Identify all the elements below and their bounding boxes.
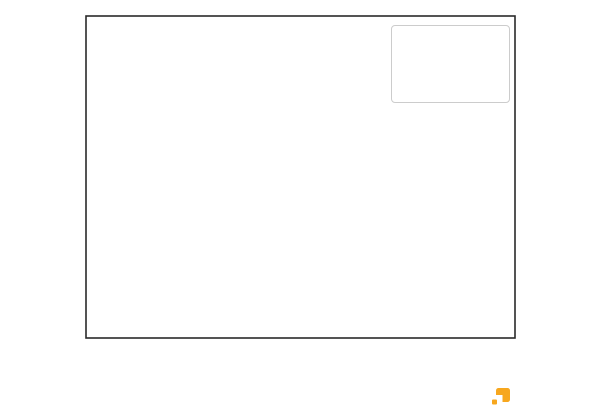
- watermark-logo: [492, 388, 513, 406]
- plot-border: [85, 15, 516, 339]
- jinse-logo-icon: [492, 388, 510, 405]
- plot-frame: [85, 15, 516, 339]
- legend: [391, 25, 510, 103]
